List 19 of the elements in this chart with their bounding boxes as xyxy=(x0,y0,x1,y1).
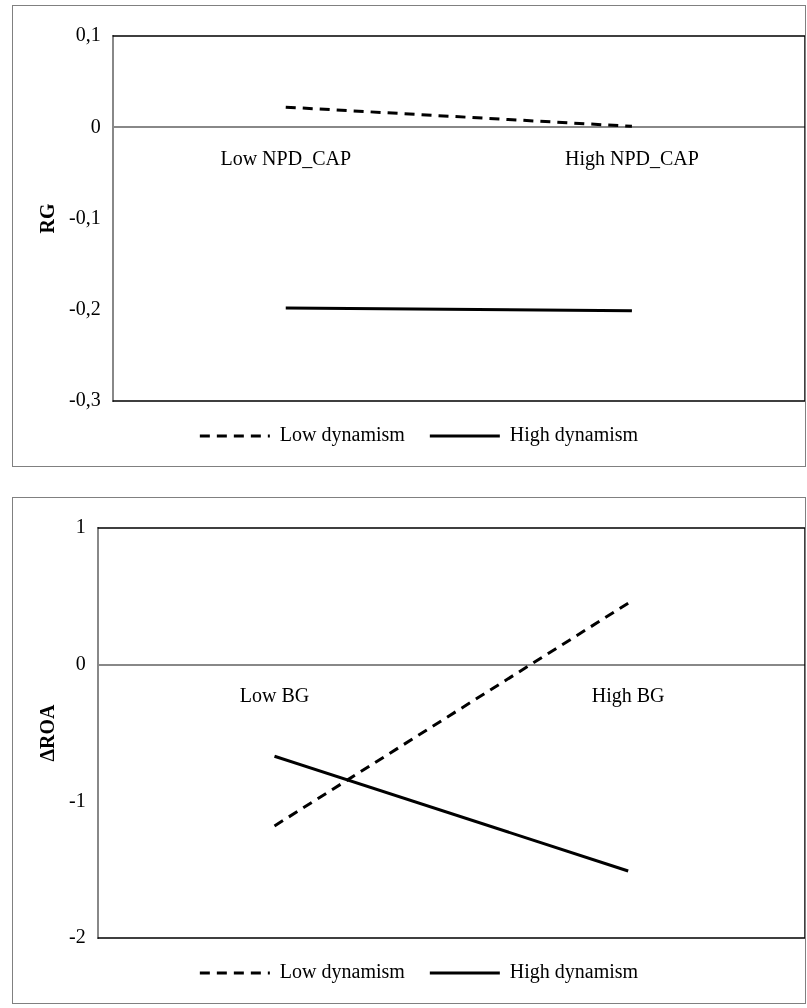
x-tick-label: High NPD_CAP xyxy=(564,146,699,170)
legend-label: High dynamism xyxy=(509,423,639,447)
y-tick-label: -1 xyxy=(68,788,86,811)
x-tick-label: Low NPD_CAP xyxy=(220,146,352,169)
y-tick-label: 0 xyxy=(90,114,101,137)
legend-label: Low dynamism xyxy=(279,423,406,447)
y-tick-label: -0,3 xyxy=(68,388,101,411)
y-tick-label: 0 xyxy=(75,651,86,674)
legend-label: Low dynamism xyxy=(279,960,406,984)
y-tick-label: 1 xyxy=(75,515,86,538)
x-tick-label: Low BG xyxy=(239,683,310,706)
x-tick-label: High BG xyxy=(591,683,665,707)
y-axis-title: RG xyxy=(36,203,59,234)
y-tick-label: 0,1 xyxy=(75,23,101,46)
y-tick-label: -2 xyxy=(68,925,86,948)
y-axis-title: ΔROA xyxy=(36,703,59,762)
legend-label: High dynamism xyxy=(509,960,639,984)
y-tick-label: -0,2 xyxy=(68,297,101,319)
y-tick-label: -0,1 xyxy=(68,205,101,228)
